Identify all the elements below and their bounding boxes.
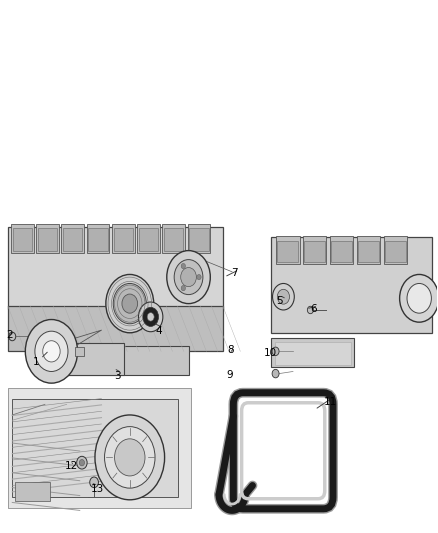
Bar xyxy=(12,399,178,497)
Circle shape xyxy=(307,306,314,314)
Circle shape xyxy=(25,319,78,383)
Bar xyxy=(276,236,300,264)
Circle shape xyxy=(106,274,154,333)
Bar xyxy=(37,343,124,375)
Circle shape xyxy=(43,341,60,362)
Bar xyxy=(187,224,210,253)
Bar xyxy=(38,228,57,251)
Circle shape xyxy=(174,260,203,295)
Circle shape xyxy=(197,274,201,280)
Circle shape xyxy=(115,439,145,476)
Circle shape xyxy=(95,415,165,500)
Text: 12: 12 xyxy=(64,462,78,471)
Bar xyxy=(13,228,32,251)
Bar xyxy=(304,241,325,262)
Bar xyxy=(357,236,381,264)
Bar xyxy=(88,228,108,251)
Circle shape xyxy=(113,284,146,324)
Circle shape xyxy=(277,289,290,304)
Text: 10: 10 xyxy=(264,349,277,359)
Bar xyxy=(87,224,110,253)
Text: 1: 1 xyxy=(33,357,39,367)
Bar xyxy=(61,224,84,253)
Bar xyxy=(8,306,223,351)
Circle shape xyxy=(122,294,138,313)
Circle shape xyxy=(143,308,159,326)
Circle shape xyxy=(105,426,155,488)
Bar xyxy=(189,228,208,251)
Text: 7: 7 xyxy=(231,268,238,278)
Circle shape xyxy=(167,251,210,304)
Circle shape xyxy=(399,274,438,322)
Bar xyxy=(8,227,223,309)
Bar xyxy=(15,482,50,501)
Circle shape xyxy=(35,331,68,372)
Bar xyxy=(162,224,185,253)
Circle shape xyxy=(272,347,279,356)
Bar xyxy=(8,389,191,508)
Text: 9: 9 xyxy=(227,370,233,379)
Circle shape xyxy=(272,284,294,310)
Bar xyxy=(63,228,82,251)
Circle shape xyxy=(9,332,16,341)
Text: 5: 5 xyxy=(276,296,283,306)
Circle shape xyxy=(147,313,154,321)
Circle shape xyxy=(407,284,431,313)
Bar xyxy=(164,228,184,251)
Bar xyxy=(385,241,406,262)
Bar xyxy=(139,228,158,251)
Bar xyxy=(36,224,59,253)
Circle shape xyxy=(181,286,185,291)
Bar xyxy=(271,338,354,367)
Bar xyxy=(329,236,353,264)
Circle shape xyxy=(181,263,185,269)
Bar xyxy=(114,228,133,251)
Bar xyxy=(36,346,188,375)
Text: 3: 3 xyxy=(114,371,120,381)
Bar xyxy=(384,236,407,264)
Bar xyxy=(112,224,134,253)
Bar xyxy=(277,241,298,262)
Text: 8: 8 xyxy=(227,345,233,356)
Bar xyxy=(74,347,84,356)
Text: 13: 13 xyxy=(91,483,104,494)
Circle shape xyxy=(272,369,279,378)
Text: 6: 6 xyxy=(311,304,317,314)
Bar xyxy=(275,342,351,365)
Bar xyxy=(331,241,352,262)
Bar xyxy=(137,224,160,253)
Text: 2: 2 xyxy=(7,330,13,341)
Text: 11: 11 xyxy=(323,397,337,407)
Bar xyxy=(358,241,379,262)
Circle shape xyxy=(90,477,99,488)
Bar xyxy=(303,236,326,264)
Circle shape xyxy=(77,456,87,469)
Circle shape xyxy=(181,268,196,287)
Text: 4: 4 xyxy=(156,326,162,336)
Circle shape xyxy=(138,302,163,332)
Bar xyxy=(11,224,34,253)
Bar xyxy=(271,237,432,333)
Circle shape xyxy=(79,459,85,466)
